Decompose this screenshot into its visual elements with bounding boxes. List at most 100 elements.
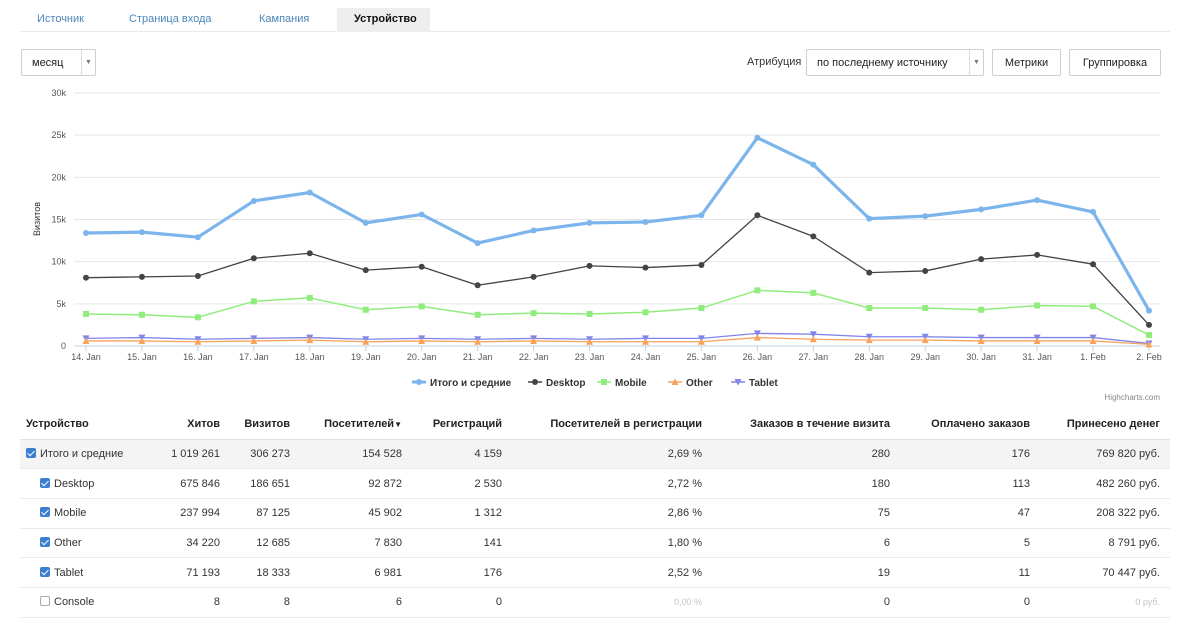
legend-item-label[interactable]: Итого и средние	[430, 378, 512, 389]
data-point	[306, 294, 313, 301]
header-col-revenue[interactable]: Принесено денег	[1040, 409, 1170, 440]
table-cell: 12 685	[230, 528, 300, 559]
data-point	[1034, 251, 1041, 258]
data-point	[418, 337, 426, 344]
series-line	[85, 332, 1150, 345]
legend-item-label[interactable]: Tablet	[749, 378, 778, 389]
header-col-paid-orders[interactable]: Оплачено заказов	[900, 409, 1040, 440]
data-point	[809, 331, 817, 338]
table-cell: 180	[712, 468, 900, 499]
data-point	[83, 310, 89, 317]
header-label: Хитов	[187, 417, 220, 430]
data-point	[698, 212, 705, 219]
header-col-hits[interactable]: Хитов	[143, 409, 230, 440]
table-cell: 87 125	[230, 498, 300, 529]
header-label: Посетителей	[324, 417, 395, 430]
data-point	[138, 337, 146, 344]
data-point	[83, 274, 89, 281]
data-point	[586, 219, 593, 226]
tab-landing-page[interactable]: Страница входа	[129, 13, 212, 25]
legend-item-label[interactable]: Other	[686, 378, 713, 389]
data-point	[641, 338, 649, 345]
data-point	[642, 309, 649, 316]
data-point	[362, 219, 369, 226]
header-label: Оплачено заказов	[931, 417, 1030, 430]
data-point	[1090, 261, 1097, 268]
legend-item-label[interactable]: Desktop	[546, 378, 585, 389]
header-col-visitor-conversion[interactable]: Посетителей в регистрации	[512, 409, 712, 440]
data-point	[138, 273, 145, 280]
table-cell: 141	[412, 528, 512, 559]
data-point	[474, 282, 481, 289]
data-point	[474, 311, 481, 318]
data-point	[754, 287, 761, 294]
table-header-row: Устройство Хитов Визитов Посетителей▼ Регист…	[20, 409, 1170, 440]
header-col-visitors[interactable]: Посетителей▼	[300, 409, 412, 440]
row-checkbox[interactable]	[40, 477, 50, 488]
y-tick-label: 30k	[51, 88, 66, 98]
data-point	[418, 263, 425, 270]
attribution-select[interactable]: по последнему источнику ▼	[806, 49, 984, 76]
data-point	[866, 305, 873, 312]
device-label: Console	[54, 596, 95, 609]
table-cell: 2,86 %	[512, 498, 712, 529]
data-point	[978, 256, 985, 263]
series-line	[85, 214, 1150, 326]
table-cell: 19	[712, 557, 900, 588]
tab-campaign[interactable]: Кампания	[259, 13, 310, 25]
metrics-button[interactable]: Метрики	[992, 49, 1061, 76]
y-axis-label: Визитов	[32, 202, 42, 236]
table-cell: 237 994	[143, 498, 230, 529]
y-tick-label: 25k	[51, 130, 66, 140]
table-cell: 482 260 руб.	[1040, 468, 1170, 499]
row-checkbox[interactable]	[40, 566, 50, 577]
data-point	[530, 273, 537, 280]
header-label: Регистраций	[432, 417, 502, 430]
row-checkbox[interactable]	[40, 536, 50, 547]
attribution-label: Атрибуция	[747, 56, 802, 68]
header-col-orders[interactable]: Заказов в течение визита	[712, 409, 900, 440]
header-col-registrations[interactable]: Регистраций	[412, 409, 512, 440]
x-tick-label: 29. Jan	[910, 352, 940, 362]
data-point	[250, 337, 258, 344]
legend-item-label[interactable]: Mobile	[615, 378, 647, 389]
data-point	[866, 215, 873, 222]
table-cell: 8 791 руб.	[1040, 528, 1170, 559]
data-point	[194, 314, 201, 321]
data-point	[82, 337, 90, 344]
table-cell: 47	[900, 498, 1040, 529]
data-point	[474, 240, 481, 247]
data-point	[642, 219, 649, 226]
header-label: Заказов в течение визита	[750, 417, 890, 430]
y-tick-label: 10k	[51, 257, 66, 267]
x-tick-label: 14. Jan	[71, 352, 101, 362]
header-col-device[interactable]: Устройство	[20, 409, 143, 440]
table-cell: 1,80 %	[512, 528, 712, 559]
table-cell: 6	[300, 587, 412, 618]
header-label: Визитов	[244, 417, 290, 430]
row-checkbox[interactable]	[26, 447, 36, 458]
x-tick-label: 21. Jan	[463, 352, 493, 362]
x-tick-label: 19. Jan	[351, 352, 381, 362]
data-point	[194, 273, 201, 280]
tab-source[interactable]: Источник	[37, 13, 84, 25]
grouping-button[interactable]: Группировка	[1069, 49, 1161, 76]
data-point	[810, 289, 817, 296]
sort-desc-icon: ▼	[394, 419, 402, 429]
highcharts-credit[interactable]: Highcharts.com	[1104, 393, 1160, 402]
period-select[interactable]: месяц ▼	[21, 49, 96, 76]
data-point	[866, 269, 873, 276]
device-cell: Итого и средние	[20, 439, 143, 470]
table-cell: 306 273	[230, 439, 300, 470]
header-col-visits[interactable]: Визитов	[230, 409, 300, 440]
x-tick-label: 20. Jan	[407, 352, 437, 362]
row-checkbox[interactable]	[40, 596, 50, 607]
table-cell: 0	[900, 587, 1040, 618]
table-cell: 70 447 руб.	[1040, 557, 1170, 588]
chevron-down-icon: ▼	[81, 50, 95, 75]
data-point	[250, 298, 257, 305]
tab-device[interactable]: Устройство	[337, 8, 430, 32]
table-cell: 186 651	[230, 468, 300, 499]
table-cell: 11	[900, 557, 1040, 588]
row-checkbox[interactable]	[40, 507, 50, 518]
